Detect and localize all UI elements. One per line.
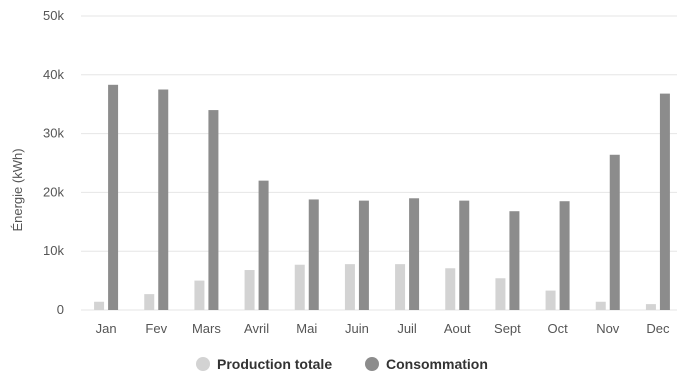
bar-production-totale-nov[interactable] (596, 302, 606, 310)
x-tick-label: Mars (192, 321, 221, 336)
bar-production-totale-juin[interactable] (345, 264, 355, 310)
bar-consommation-jan[interactable] (108, 85, 118, 310)
legend-label[interactable]: Production totale (217, 356, 332, 372)
bar-production-totale-fev[interactable] (144, 294, 154, 310)
x-tick-label: Aout (444, 321, 471, 336)
bar-consommation-oct[interactable] (560, 201, 570, 310)
x-tick-label: Avril (244, 321, 269, 336)
y-tick-label: 20k (43, 184, 64, 199)
bar-consommation-sept[interactable] (509, 211, 519, 310)
bar-production-totale-jan[interactable] (94, 302, 104, 310)
bar-production-totale-avril[interactable] (245, 270, 255, 310)
y-tick-label: 50k (43, 8, 64, 23)
bar-consommation-juil[interactable] (409, 198, 419, 310)
y-axis-label: Énergie (kWh) (10, 148, 25, 231)
y-tick-label: 40k (43, 67, 64, 82)
bar-production-totale-oct[interactable] (546, 291, 556, 310)
x-tick-label: Dec (646, 321, 670, 336)
x-tick-label: Nov (596, 321, 620, 336)
x-tick-label: Sept (494, 321, 521, 336)
x-tick-label: Jan (96, 321, 117, 336)
y-axis: 0 10k 20k 30k 40k 50k (43, 8, 64, 317)
bar-consommation-nov[interactable] (610, 155, 620, 310)
bar-production-totale-sept[interactable] (495, 278, 505, 310)
legend-label[interactable]: Consommation (386, 356, 488, 372)
bars (94, 85, 670, 310)
bar-consommation-juin[interactable] (359, 201, 369, 310)
x-tick-label: Juin (345, 321, 369, 336)
bar-consommation-dec[interactable] (660, 94, 670, 310)
x-tick-label: Juil (397, 321, 417, 336)
x-axis: Jan Fev Mars Avril Mai Juin Juil Aout Sept Oct Nov… (96, 321, 670, 336)
y-tick-label: 10k (43, 243, 64, 258)
bar-consommation-avril[interactable] (259, 181, 269, 310)
bar-production-totale-dec[interactable] (646, 304, 656, 310)
bar-production-totale-mars[interactable] (194, 281, 204, 310)
bar-production-totale-aout[interactable] (445, 268, 455, 310)
y-tick-label: 0 (57, 302, 64, 317)
bar-consommation-mars[interactable] (208, 110, 218, 310)
legend-marker (196, 357, 210, 371)
bar-consommation-fev[interactable] (158, 90, 168, 311)
legend-marker (365, 357, 379, 371)
bar-consommation-aout[interactable] (459, 201, 469, 310)
bar-consommation-mai[interactable] (309, 199, 319, 310)
legend: Production totale Consommation (196, 356, 488, 372)
bar-production-totale-mai[interactable] (295, 265, 305, 310)
bar-production-totale-juil[interactable] (395, 264, 405, 310)
y-tick-label: 30k (43, 126, 64, 141)
x-tick-label: Oct (547, 321, 568, 336)
gridlines (81, 16, 677, 310)
x-tick-label: Mai (296, 321, 317, 336)
x-tick-label: Fev (145, 321, 167, 336)
